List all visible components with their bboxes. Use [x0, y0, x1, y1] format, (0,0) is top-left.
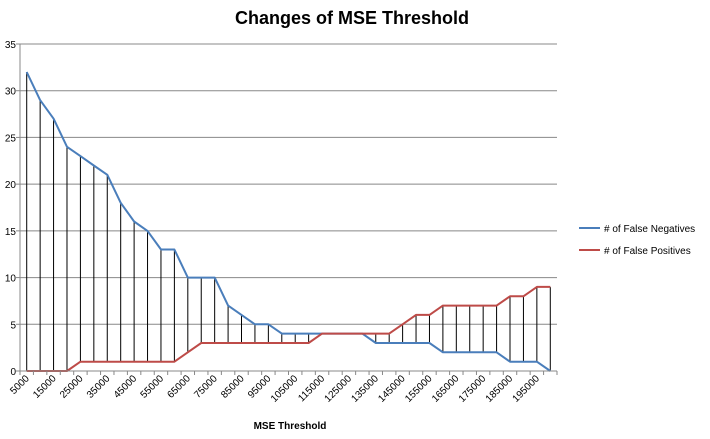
- x-tick-label: 135000: [350, 373, 382, 405]
- y-tick-label: 10: [5, 274, 17, 285]
- y-tick-label: 30: [5, 87, 17, 98]
- x-tick-label: 185000: [484, 373, 516, 405]
- x-tick-label: 195000: [511, 373, 543, 405]
- axes: [16, 43, 558, 375]
- x-axis-ticks: 5000 15000 25000 35000 45000 55000 65000 75000 8…: [8, 373, 542, 405]
- x-tick-label: 125000: [323, 373, 355, 405]
- y-axis-ticks: 0 5 10 15 20 25 30 35: [5, 40, 17, 378]
- x-tick-label: 165000: [430, 373, 462, 405]
- x-axis-label: MSE Threshold: [254, 421, 327, 432]
- x-tick-label: 115000: [296, 373, 327, 404]
- series-line-2: [26, 285, 551, 372]
- y-tick-label: 20: [5, 180, 17, 191]
- gridlines: [20, 43, 557, 325]
- y-tick-label: 25: [5, 133, 17, 144]
- legend: # of False Negatives # of False Positives: [579, 224, 695, 257]
- drop-lines: [26, 72, 551, 371]
- series-lines: [25, 71, 551, 372]
- x-tick-label: 15000: [31, 373, 59, 401]
- legend-label-2: # of False Positives: [604, 246, 691, 257]
- x-tick-label: 85000: [219, 373, 247, 401]
- x-tick-label: 175000: [457, 373, 489, 405]
- y-tick-label: 0: [10, 367, 16, 378]
- y-tick-label: 35: [5, 40, 17, 51]
- x-tick-label: 35000: [85, 373, 113, 401]
- x-tick-label: 25000: [58, 373, 86, 401]
- x-tick-label: 55000: [139, 373, 167, 401]
- x-tick-label: 105000: [269, 373, 301, 405]
- x-tick-label: 145000: [376, 373, 408, 405]
- x-tick-label: 155000: [403, 373, 435, 405]
- y-tick-label: 5: [10, 320, 16, 331]
- series-line-1: [25, 71, 551, 372]
- chart-title: Changes of MSE Threshold: [235, 8, 469, 28]
- x-tick-label: 65000: [165, 373, 193, 401]
- x-tick-label: 75000: [192, 373, 220, 401]
- legend-label-1: # of False Negatives: [604, 224, 695, 235]
- y-tick-label: 15: [5, 227, 17, 238]
- x-tick-label: 45000: [112, 373, 140, 401]
